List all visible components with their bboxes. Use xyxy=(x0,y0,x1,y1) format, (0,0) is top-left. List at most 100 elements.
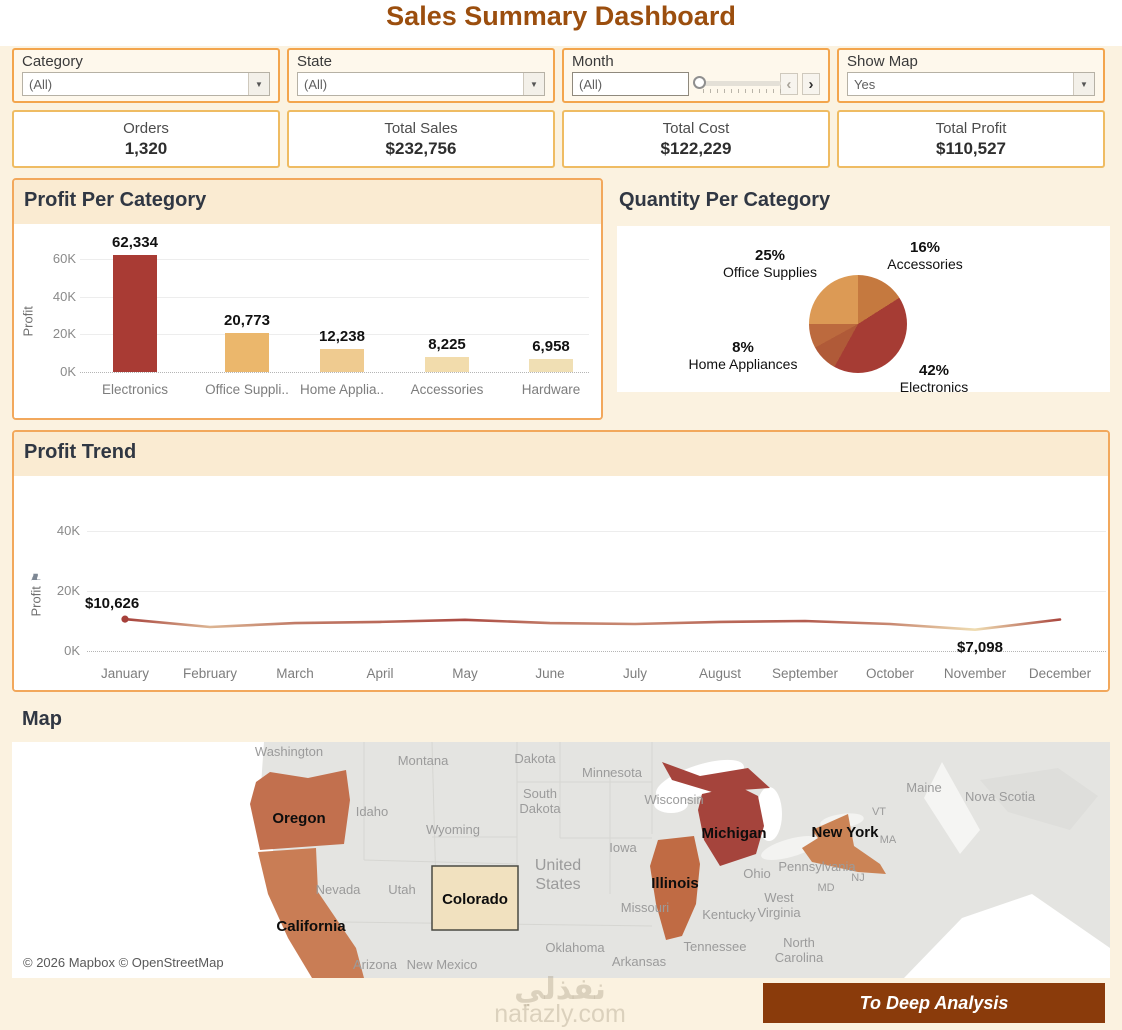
state-select[interactable]: (All) ▼ xyxy=(297,72,545,96)
slider-handle[interactable] xyxy=(693,76,707,89)
map[interactable]: Oregon California Colorado Illinois Michigan… xyxy=(12,741,1110,978)
trend-gridline xyxy=(87,651,1106,652)
pie-callout-Office Supplies: 25% Office Supplies xyxy=(700,247,840,280)
page-title: Sales Summary Dashboard xyxy=(386,1,736,31)
filter-month: Month (All) ‹ › xyxy=(562,48,830,103)
profit-per-category-header: Profit Per Category xyxy=(14,180,601,224)
map-label-Wyoming: Wyoming xyxy=(426,822,480,837)
bar-Office Suppli..[interactable] xyxy=(225,332,269,372)
map-label-Dakota: Dakota xyxy=(519,801,561,816)
to-deep-analysis-button[interactable]: To Deep Analysis xyxy=(763,983,1105,1023)
state-California[interactable] xyxy=(258,848,364,978)
map-label-South: South xyxy=(523,786,557,801)
map-label-Ohio: Ohio xyxy=(743,866,770,881)
month-slider[interactable] xyxy=(693,72,782,96)
map-label-Nova Scotia: Nova Scotia xyxy=(965,789,1036,804)
state-select-value: (All) xyxy=(304,77,328,92)
bar-y-tick: 0K xyxy=(60,364,76,379)
slider-prev-button[interactable]: ‹ xyxy=(779,73,798,95)
map-label-Minnesota: Minnesota xyxy=(582,765,643,780)
pie-name-label: Home Appliances xyxy=(688,356,798,372)
trend-x-label: December xyxy=(1028,666,1092,681)
map-label-Pennsylvania: Pennsylvania xyxy=(778,859,856,874)
pie-pct-label: 25% xyxy=(754,247,786,264)
us-map[interactable]: Oregon California Colorado Illinois Michigan… xyxy=(12,741,1110,978)
trend-x-label: October xyxy=(865,666,915,681)
bar-y-axis-label: Profit xyxy=(20,306,36,337)
pie-name-label: Office Supplies xyxy=(723,264,817,280)
bar-Electronics[interactable] xyxy=(113,254,157,372)
trend-gridline xyxy=(87,591,1106,592)
trend-x-label: February xyxy=(182,666,238,681)
trend-y-tick: 40K xyxy=(56,523,80,538)
map-label-Idaho: Idaho xyxy=(356,804,389,819)
profit-per-category-chart[interactable]: 0K 20K 40K 60K Profit 62,334 Electronics 20,773… xyxy=(14,224,601,418)
map-label-Wisconsin: Wisconsin xyxy=(644,792,703,807)
map-label-United: United xyxy=(535,857,581,874)
bar-Accessories[interactable] xyxy=(425,356,469,372)
map-label-VT: VT xyxy=(872,806,886,818)
bar-x-label: Hardware xyxy=(521,382,581,397)
trend-y-tick: 0K xyxy=(64,643,80,658)
atlantic-ocean xyxy=(904,894,1110,978)
state-label-Colorado: Colorado xyxy=(442,891,508,908)
slider-track[interactable] xyxy=(701,81,782,86)
quantity-per-category-title: Quantity Per Category xyxy=(619,189,831,211)
trend-x-label: April xyxy=(366,666,394,681)
quantity-pie[interactable] xyxy=(809,275,907,373)
bar-gridline xyxy=(80,334,589,336)
state-label-New York: New York xyxy=(812,824,880,841)
trend-first-point[interactable] xyxy=(121,615,129,623)
map-label-Dakota: Dakota xyxy=(514,751,556,766)
state-border xyxy=(431,741,437,889)
state-label-Illinois: Illinois xyxy=(651,875,699,892)
chevron-down-icon[interactable]: ▼ xyxy=(1073,73,1094,95)
state-Illinois[interactable] xyxy=(650,836,700,940)
slider-next-button[interactable]: › xyxy=(801,73,820,95)
bar-Home Applia..[interactable] xyxy=(320,348,364,372)
trend-svg xyxy=(121,615,1062,632)
trend-line[interactable] xyxy=(123,617,1062,632)
bar-Hardware[interactable] xyxy=(529,358,573,372)
bar-value-label: 20,773 xyxy=(224,311,270,329)
map-label-Kentucky: Kentucky xyxy=(702,907,756,922)
kpi-total-cost: Total Cost $122,229 xyxy=(562,110,830,168)
show-map-select[interactable]: Yes ▼ xyxy=(847,72,1095,96)
category-select[interactable]: (All) ▼ xyxy=(22,72,270,96)
state-label-California: California xyxy=(276,918,346,935)
map-label-Maine: Maine xyxy=(906,780,941,795)
filter-state-label: State xyxy=(297,53,333,70)
profit-trend-chart[interactable]: 0K 20K 40K Profit ⚑ January February March Apri… xyxy=(14,476,1108,690)
trend-x-label: January xyxy=(100,666,150,681)
quantity-per-category-chart[interactable]: 16% Accessories 42% Electronics 8% Home Appli… xyxy=(617,226,1110,395)
map-label-States: States xyxy=(535,876,580,893)
kpi-total-sales-label: Total Sales xyxy=(384,119,458,137)
state-Oregon[interactable] xyxy=(250,770,350,850)
state-label-Oregon: Oregon xyxy=(272,810,325,827)
map-label-Nevada: Nevada xyxy=(316,882,362,897)
profit-trend-panel: Profit Trend 0K 20K 40K Profit ⚑ January Febr… xyxy=(12,430,1110,692)
state-Colorado[interactable] xyxy=(431,865,519,931)
map-attribution: © 2026 Mapbox © OpenStreetMap xyxy=(20,955,227,970)
pie-pct-label: 16% xyxy=(909,239,941,256)
bar-gridline xyxy=(80,259,589,260)
map-label-New Mexico: New Mexico xyxy=(407,957,478,972)
bar-gridline xyxy=(80,296,589,298)
pie-pct-label: 42% xyxy=(918,362,950,379)
month-input[interactable]: (All) xyxy=(572,72,690,96)
nova-scotia-land xyxy=(980,768,1098,830)
state-New York[interactable] xyxy=(802,814,886,874)
pie-pct-label: 8% xyxy=(732,339,754,356)
title-bar: Sales Summary Dashboard xyxy=(0,0,1122,46)
bar-value-label: 6,958 xyxy=(532,337,570,355)
bar-x-label: Office Suppli.. xyxy=(205,382,289,397)
kpi-total-sales-value: $232,756 xyxy=(385,138,457,158)
chevron-down-icon[interactable]: ▼ xyxy=(248,73,269,95)
chevron-down-icon[interactable]: ▼ xyxy=(523,73,544,95)
filter-category: Category (All) ▼ xyxy=(12,48,280,103)
state-border xyxy=(363,859,518,865)
filter-category-label: Category xyxy=(22,53,83,70)
kpi-orders-label: Orders xyxy=(123,119,169,137)
pie-name-label: Electronics xyxy=(899,379,969,395)
state-Michigan[interactable] xyxy=(662,762,770,866)
